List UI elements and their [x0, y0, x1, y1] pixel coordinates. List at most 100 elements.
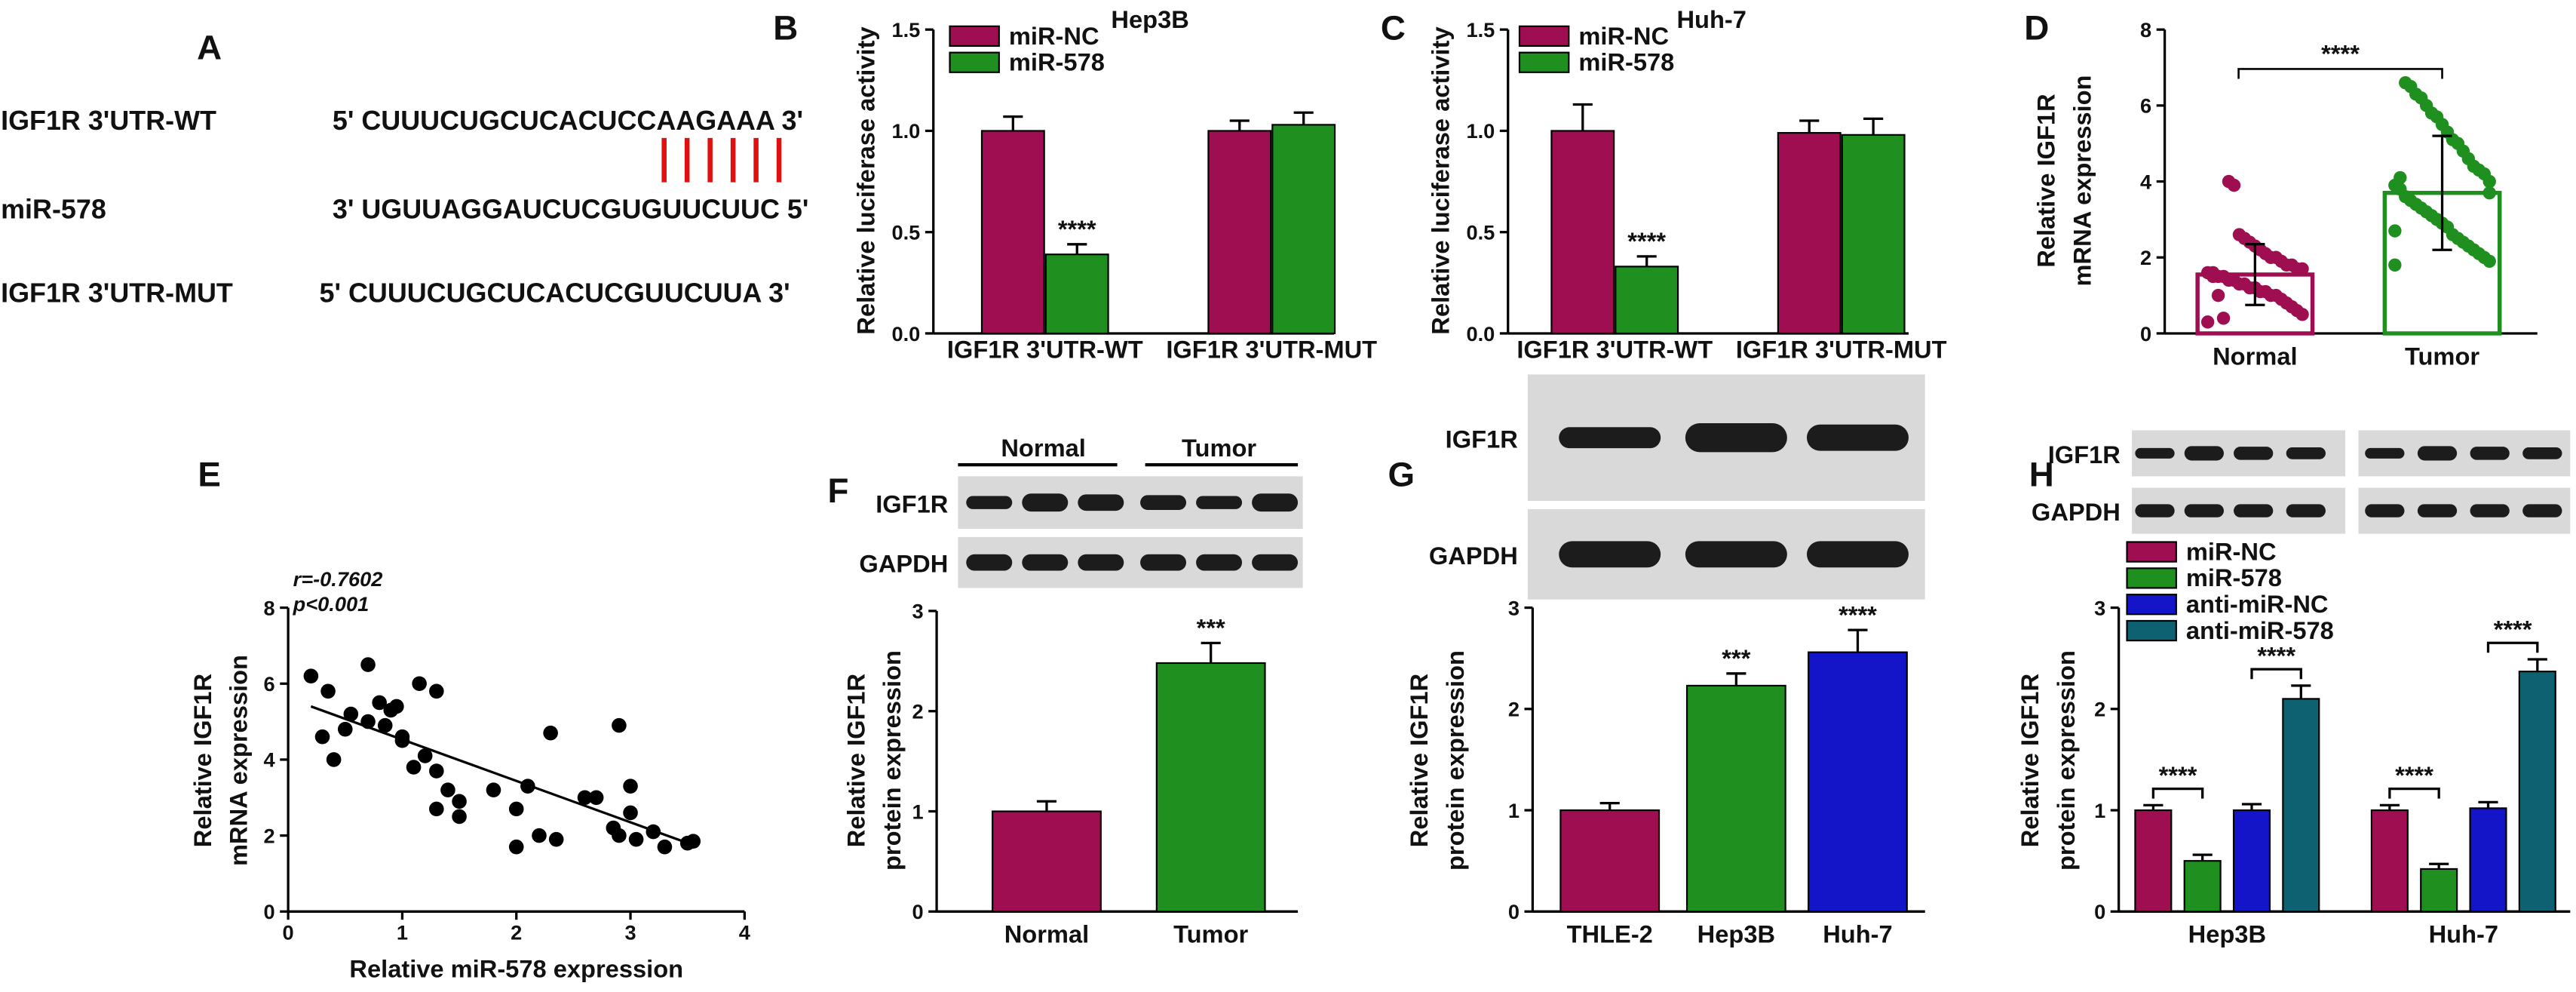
legend-swatch: [949, 51, 1000, 73]
blot-band: [966, 554, 1013, 571]
chart-title: Huh-7: [1676, 5, 1746, 33]
panel-label: G: [1388, 455, 1415, 493]
data-point: [606, 820, 621, 836]
data-point: [508, 839, 524, 855]
significance-label: ****: [1838, 600, 1877, 628]
panel-label: H: [2029, 455, 2054, 493]
x-tick-label: Tumor: [2405, 342, 2479, 370]
y-tick-label: 0: [912, 900, 924, 923]
y-axis-label: Relative luciferase activity: [1426, 26, 1454, 334]
data-point: [2482, 186, 2496, 200]
blot-band: [1685, 541, 1787, 568]
y-tick-label: 1.5: [891, 18, 920, 41]
legend-label: miR-NC: [2186, 537, 2277, 565]
blot-band: [1559, 541, 1661, 568]
bar: [2370, 809, 2409, 913]
data-point: [628, 831, 644, 847]
blot-band: [2522, 447, 2562, 459]
blot-background: [958, 476, 1303, 530]
blot-group-label: Tumor: [1182, 434, 1256, 462]
blot-band: [2470, 504, 2510, 517]
data-point: [377, 717, 393, 733]
blot-band: [2470, 447, 2510, 460]
blot-band: [2286, 447, 2326, 459]
y-axis-label: protein expression: [2052, 650, 2080, 871]
y-tick-label: 1.0: [1466, 119, 1495, 143]
data-point: [685, 834, 701, 849]
significance-bracket: [2151, 787, 2204, 799]
bar: [980, 130, 1045, 335]
y-tick-label: 0.5: [891, 221, 920, 244]
panel-label: D: [2024, 8, 2049, 47]
y-tick-label: 1: [912, 800, 924, 823]
fit-line: [310, 705, 694, 846]
data-point: [2222, 174, 2236, 189]
data-point: [314, 729, 330, 745]
blot-background: [958, 536, 1303, 588]
y-tick-label: 2: [1508, 698, 1520, 721]
data-point: [548, 831, 564, 847]
data-point: [417, 748, 433, 763]
significance-label: ****: [2395, 761, 2433, 789]
blot-band: [2184, 446, 2224, 461]
data-point: [2394, 170, 2407, 185]
data-point: [429, 683, 444, 699]
blot-band: [966, 496, 1013, 509]
y-tick-label: 2: [264, 824, 275, 847]
blot-band: [1196, 554, 1243, 571]
sequence: 3' UGUUAGGAUCUCGUGUUCUUC 5': [333, 194, 809, 225]
data-point: [577, 790, 593, 806]
bar: [2518, 671, 2556, 913]
data-point: [337, 721, 353, 737]
bar: [1044, 253, 1109, 335]
panel-label: A: [197, 28, 222, 66]
y-axis-label: mRNA expression: [2068, 75, 2096, 287]
blot-band: [1140, 554, 1187, 571]
significance-label: ****: [1627, 227, 1666, 255]
y-axis-label: Relative luciferase activity: [851, 26, 879, 334]
y-tick-label: 1: [2094, 799, 2105, 822]
bar: [2469, 807, 2507, 913]
y-tick-label: 8: [264, 596, 275, 619]
x-tick-label: IGF1R 3'UTR-MUT: [1166, 336, 1377, 364]
blot-group-label: Normal: [1001, 434, 1085, 462]
significance-label: ***: [1197, 614, 1225, 642]
legend-swatch: [2126, 567, 2177, 589]
significance-label: ****: [2257, 642, 2295, 670]
legend-label: miR-578: [2186, 564, 2282, 591]
y-tick-label: 2: [2094, 698, 2105, 721]
significance-label: ****: [2159, 761, 2197, 789]
y-tick-label: 3: [2094, 596, 2105, 619]
bar: [2232, 809, 2271, 913]
sequence: 5' CUUUCUGCUCACUCGUUCUUA 3': [319, 278, 790, 309]
x-tick-label: Hep3B: [1697, 920, 1775, 948]
bar: [2183, 860, 2222, 913]
data-point: [326, 752, 342, 767]
panel-label: B: [773, 8, 798, 47]
x-tick-label: THLE-2: [1567, 920, 1653, 948]
y-axis-label: Relative IGF1R: [1405, 674, 1433, 847]
bar: [1808, 651, 1908, 913]
blot-row-label: GAPDH: [1429, 542, 1518, 570]
x-tick-label: 0: [283, 920, 294, 944]
data-point: [360, 657, 376, 672]
x-tick-label: IGF1R 3'UTR-WT: [947, 336, 1143, 364]
x-tick-label: Tumor: [1173, 920, 1248, 948]
blot-band: [1559, 427, 1661, 449]
blot-band: [1022, 554, 1069, 571]
legend-swatch: [2126, 594, 2177, 616]
significance-label: ****: [2321, 40, 2360, 68]
y-tick-label: 8: [2140, 18, 2151, 41]
data-point: [2211, 288, 2225, 303]
y-tick-label: 3: [1508, 596, 1520, 619]
significance-label: ****: [1058, 215, 1096, 243]
y-tick-label: 6: [2140, 94, 2151, 118]
data-point: [343, 706, 359, 722]
y-axis-label: Relative IGF1R: [2032, 94, 2060, 267]
data-point: [320, 683, 336, 699]
significance-bracket: [2250, 668, 2302, 680]
blot-band: [2234, 447, 2274, 460]
blot-band: [2184, 504, 2224, 517]
x-tick-label: Huh-7: [2429, 920, 2498, 948]
sequence-name: miR-578: [1, 194, 106, 225]
